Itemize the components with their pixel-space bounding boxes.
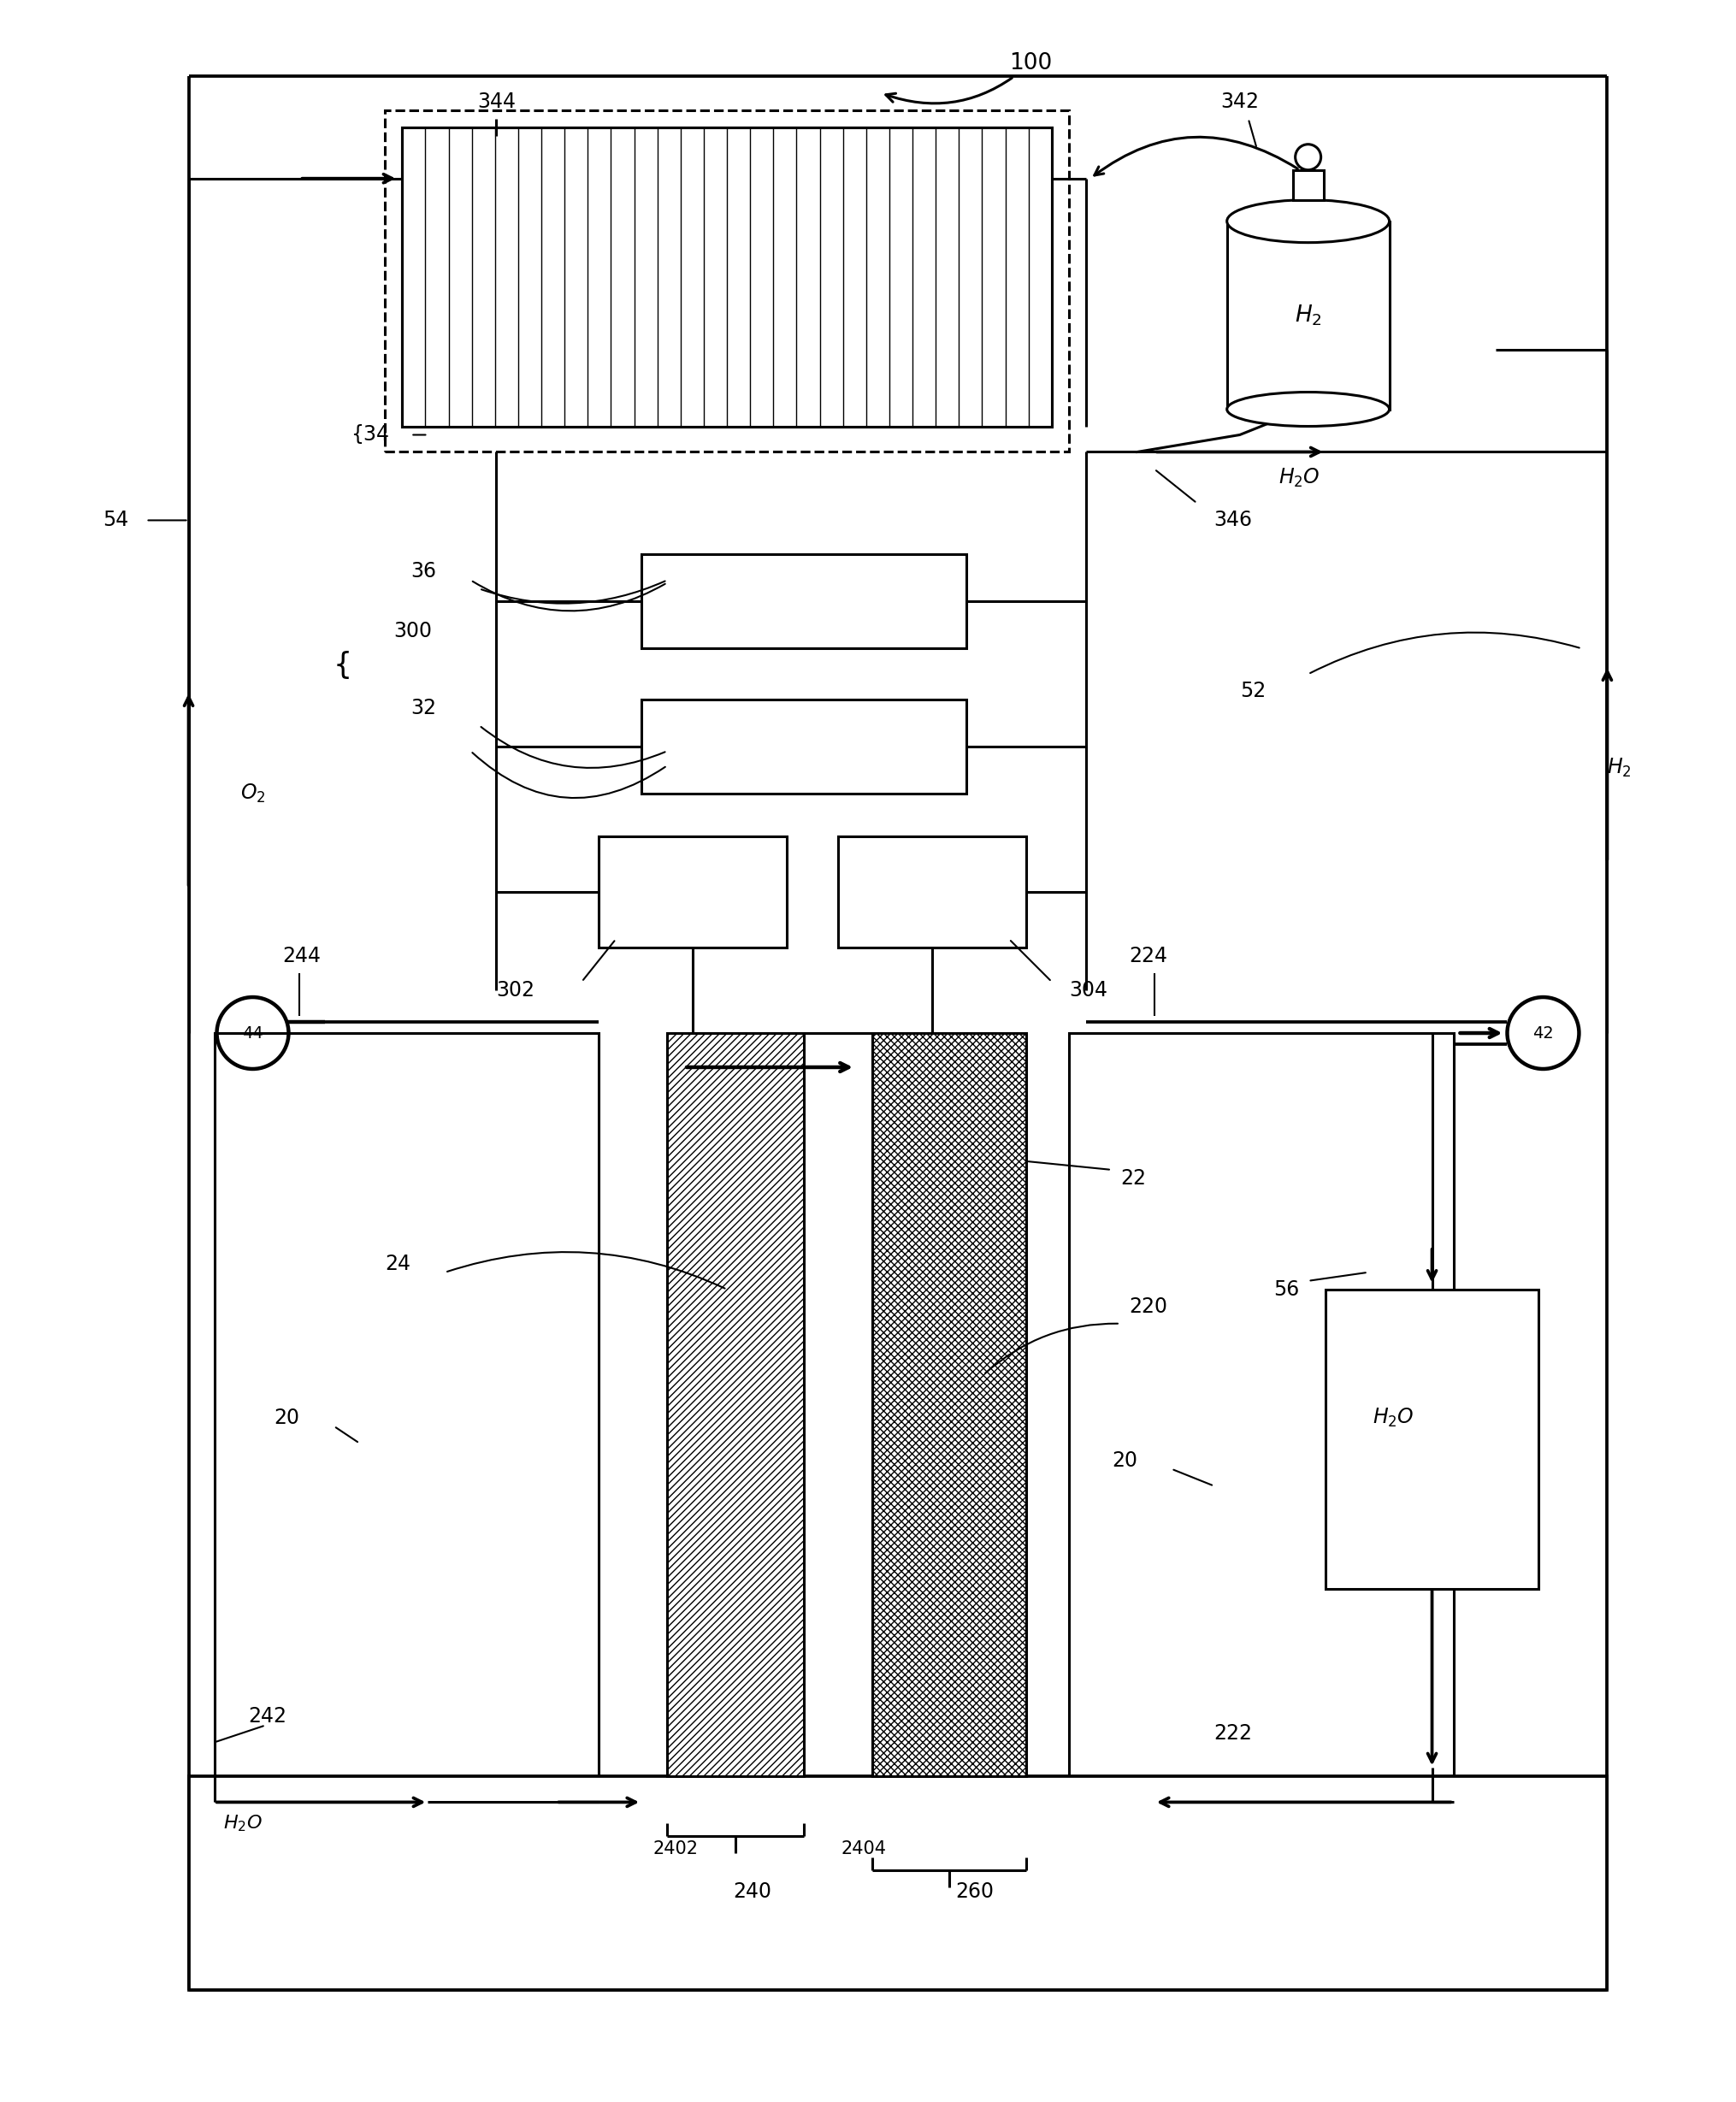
Text: $H_2O$: $H_2O$ (1279, 467, 1321, 490)
Bar (1325, 1289, 1538, 1589)
Text: 52: 52 (1240, 681, 1266, 702)
Text: 346: 346 (1213, 511, 1253, 530)
Text: $O_2$: $O_2$ (240, 782, 266, 805)
Text: $H_2O$: $H_2O$ (222, 1814, 262, 1833)
Text: 224: 224 (1128, 946, 1167, 967)
Bar (189, 1776, 1608, 1991)
Bar (599, 837, 786, 948)
Text: 32: 32 (411, 698, 436, 719)
Text: 240: 240 (733, 1881, 773, 1902)
Text: $H_2$: $H_2$ (1608, 757, 1632, 780)
Text: 20: 20 (1111, 1450, 1137, 1471)
Bar (214, 1032, 599, 1776)
Text: $H_2$: $H_2$ (1295, 303, 1321, 328)
Bar (642, 700, 967, 795)
Text: 242: 242 (248, 1707, 286, 1728)
Text: 42: 42 (1533, 1026, 1554, 1040)
Text: 222: 222 (1213, 1724, 1253, 1745)
Bar (385, 109, 1069, 452)
Bar (667, 1032, 804, 1776)
Text: 342: 342 (1220, 90, 1259, 111)
Text: 302: 302 (496, 980, 535, 1001)
Bar (1069, 1032, 1453, 1776)
Text: 244: 244 (283, 946, 321, 967)
Ellipse shape (1227, 393, 1389, 427)
Text: 100: 100 (885, 53, 1052, 103)
Bar (1293, 170, 1323, 200)
Text: 22: 22 (1120, 1169, 1146, 1188)
Ellipse shape (1227, 200, 1389, 242)
Bar (871, 1032, 1026, 1776)
Text: 36: 36 (411, 561, 436, 582)
Bar (1227, 221, 1389, 410)
Bar (403, 128, 1052, 427)
Text: {: { (333, 652, 352, 681)
Text: 304: 304 (1069, 980, 1108, 1001)
Bar (642, 555, 967, 650)
Text: 20: 20 (274, 1408, 300, 1427)
Text: $H_2O$: $H_2O$ (1373, 1406, 1415, 1429)
Text: 54: 54 (102, 511, 128, 530)
Text: 2402: 2402 (653, 1841, 698, 1858)
Bar (838, 837, 1026, 948)
Text: 300: 300 (394, 620, 432, 641)
Text: 44: 44 (241, 1026, 264, 1040)
Text: 220: 220 (1128, 1297, 1167, 1316)
Bar (403, 128, 1052, 427)
Text: 2404: 2404 (840, 1841, 887, 1858)
Text: 260: 260 (955, 1881, 995, 1902)
Text: 56: 56 (1274, 1280, 1300, 1299)
Text: $\bar{e}$: $\bar{e}$ (873, 1055, 889, 1078)
Text: {34: {34 (351, 425, 389, 446)
Text: 24: 24 (385, 1253, 411, 1274)
Text: 344: 344 (477, 90, 516, 111)
